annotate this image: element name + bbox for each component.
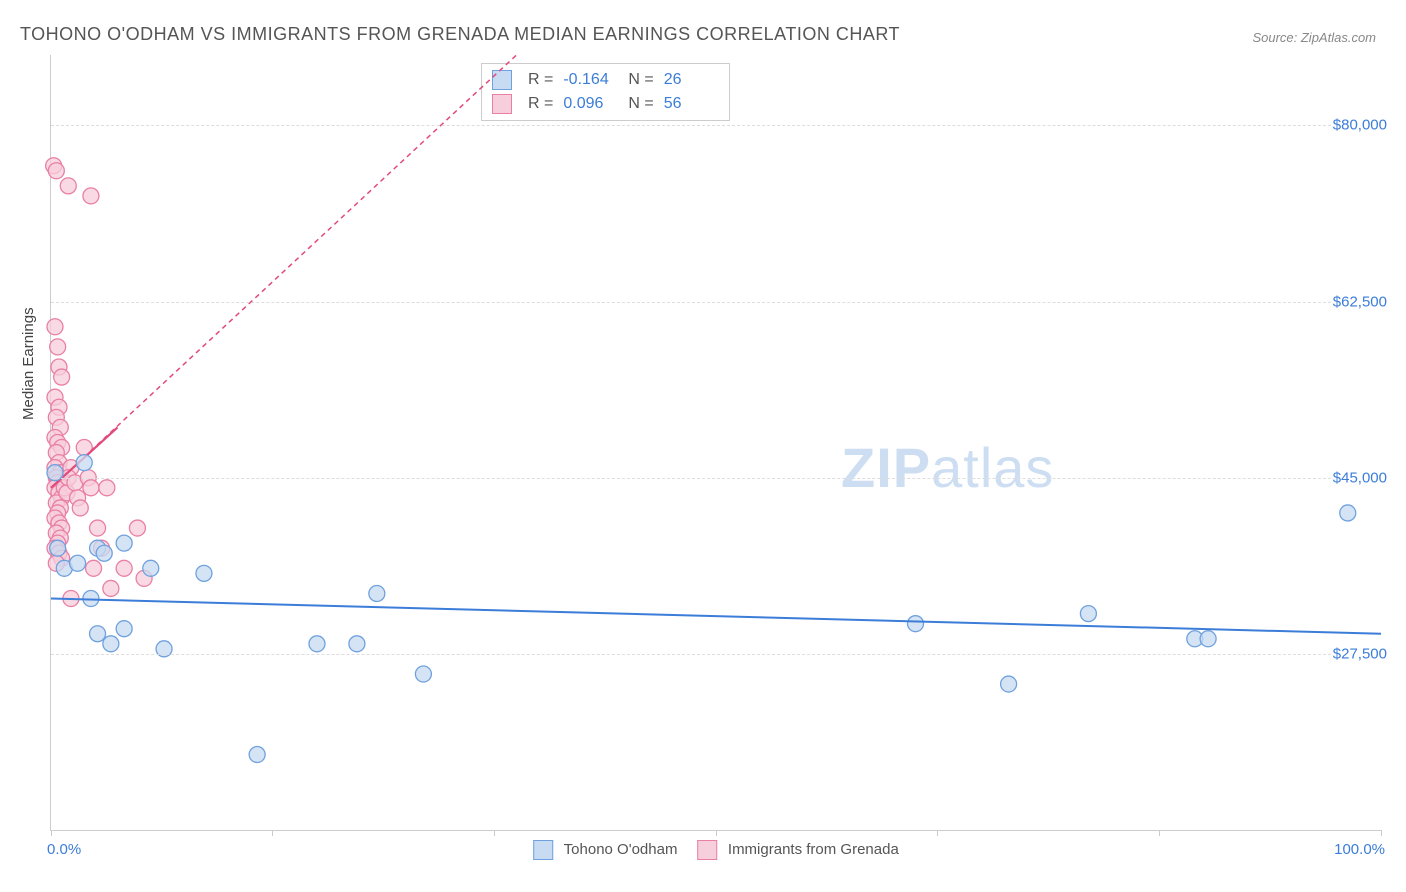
legend-item-1: Tohono O'odham bbox=[533, 840, 677, 860]
x-tick bbox=[1159, 830, 1160, 836]
legend-swatch-blue bbox=[533, 840, 553, 860]
x-tick bbox=[51, 830, 52, 836]
y-axis-label: Median Earnings bbox=[20, 307, 37, 420]
legend-item-2: Immigrants from Grenada bbox=[697, 840, 898, 860]
source-credit: Source: ZipAtlas.com bbox=[1252, 30, 1376, 45]
y-tick-label: $80,000 bbox=[1331, 117, 1389, 134]
y-tick-label: $45,000 bbox=[1331, 469, 1389, 486]
x-tick bbox=[716, 830, 717, 836]
x-min-label: 0.0% bbox=[47, 841, 81, 858]
gridline bbox=[51, 654, 1381, 655]
x-tick bbox=[1381, 830, 1382, 836]
x-tick bbox=[272, 830, 273, 836]
gridline bbox=[51, 302, 1381, 303]
plot-area: ZIPatlas R = -0.164 N = 26 R = 0.096 N =… bbox=[50, 55, 1381, 831]
y-tick-label: $62,500 bbox=[1331, 293, 1389, 310]
x-max-label: 100.0% bbox=[1334, 841, 1385, 858]
gridline bbox=[51, 125, 1381, 126]
y-tick-label: $27,500 bbox=[1331, 645, 1389, 662]
x-tick bbox=[494, 830, 495, 836]
gridline bbox=[51, 478, 1381, 479]
legend: Tohono O'odham Immigrants from Grenada bbox=[533, 840, 899, 860]
chart-svg bbox=[51, 55, 1381, 830]
legend-swatch-pink bbox=[697, 840, 717, 860]
x-tick bbox=[937, 830, 938, 836]
chart-title: TOHONO O'ODHAM VS IMMIGRANTS FROM GRENAD… bbox=[20, 24, 900, 45]
